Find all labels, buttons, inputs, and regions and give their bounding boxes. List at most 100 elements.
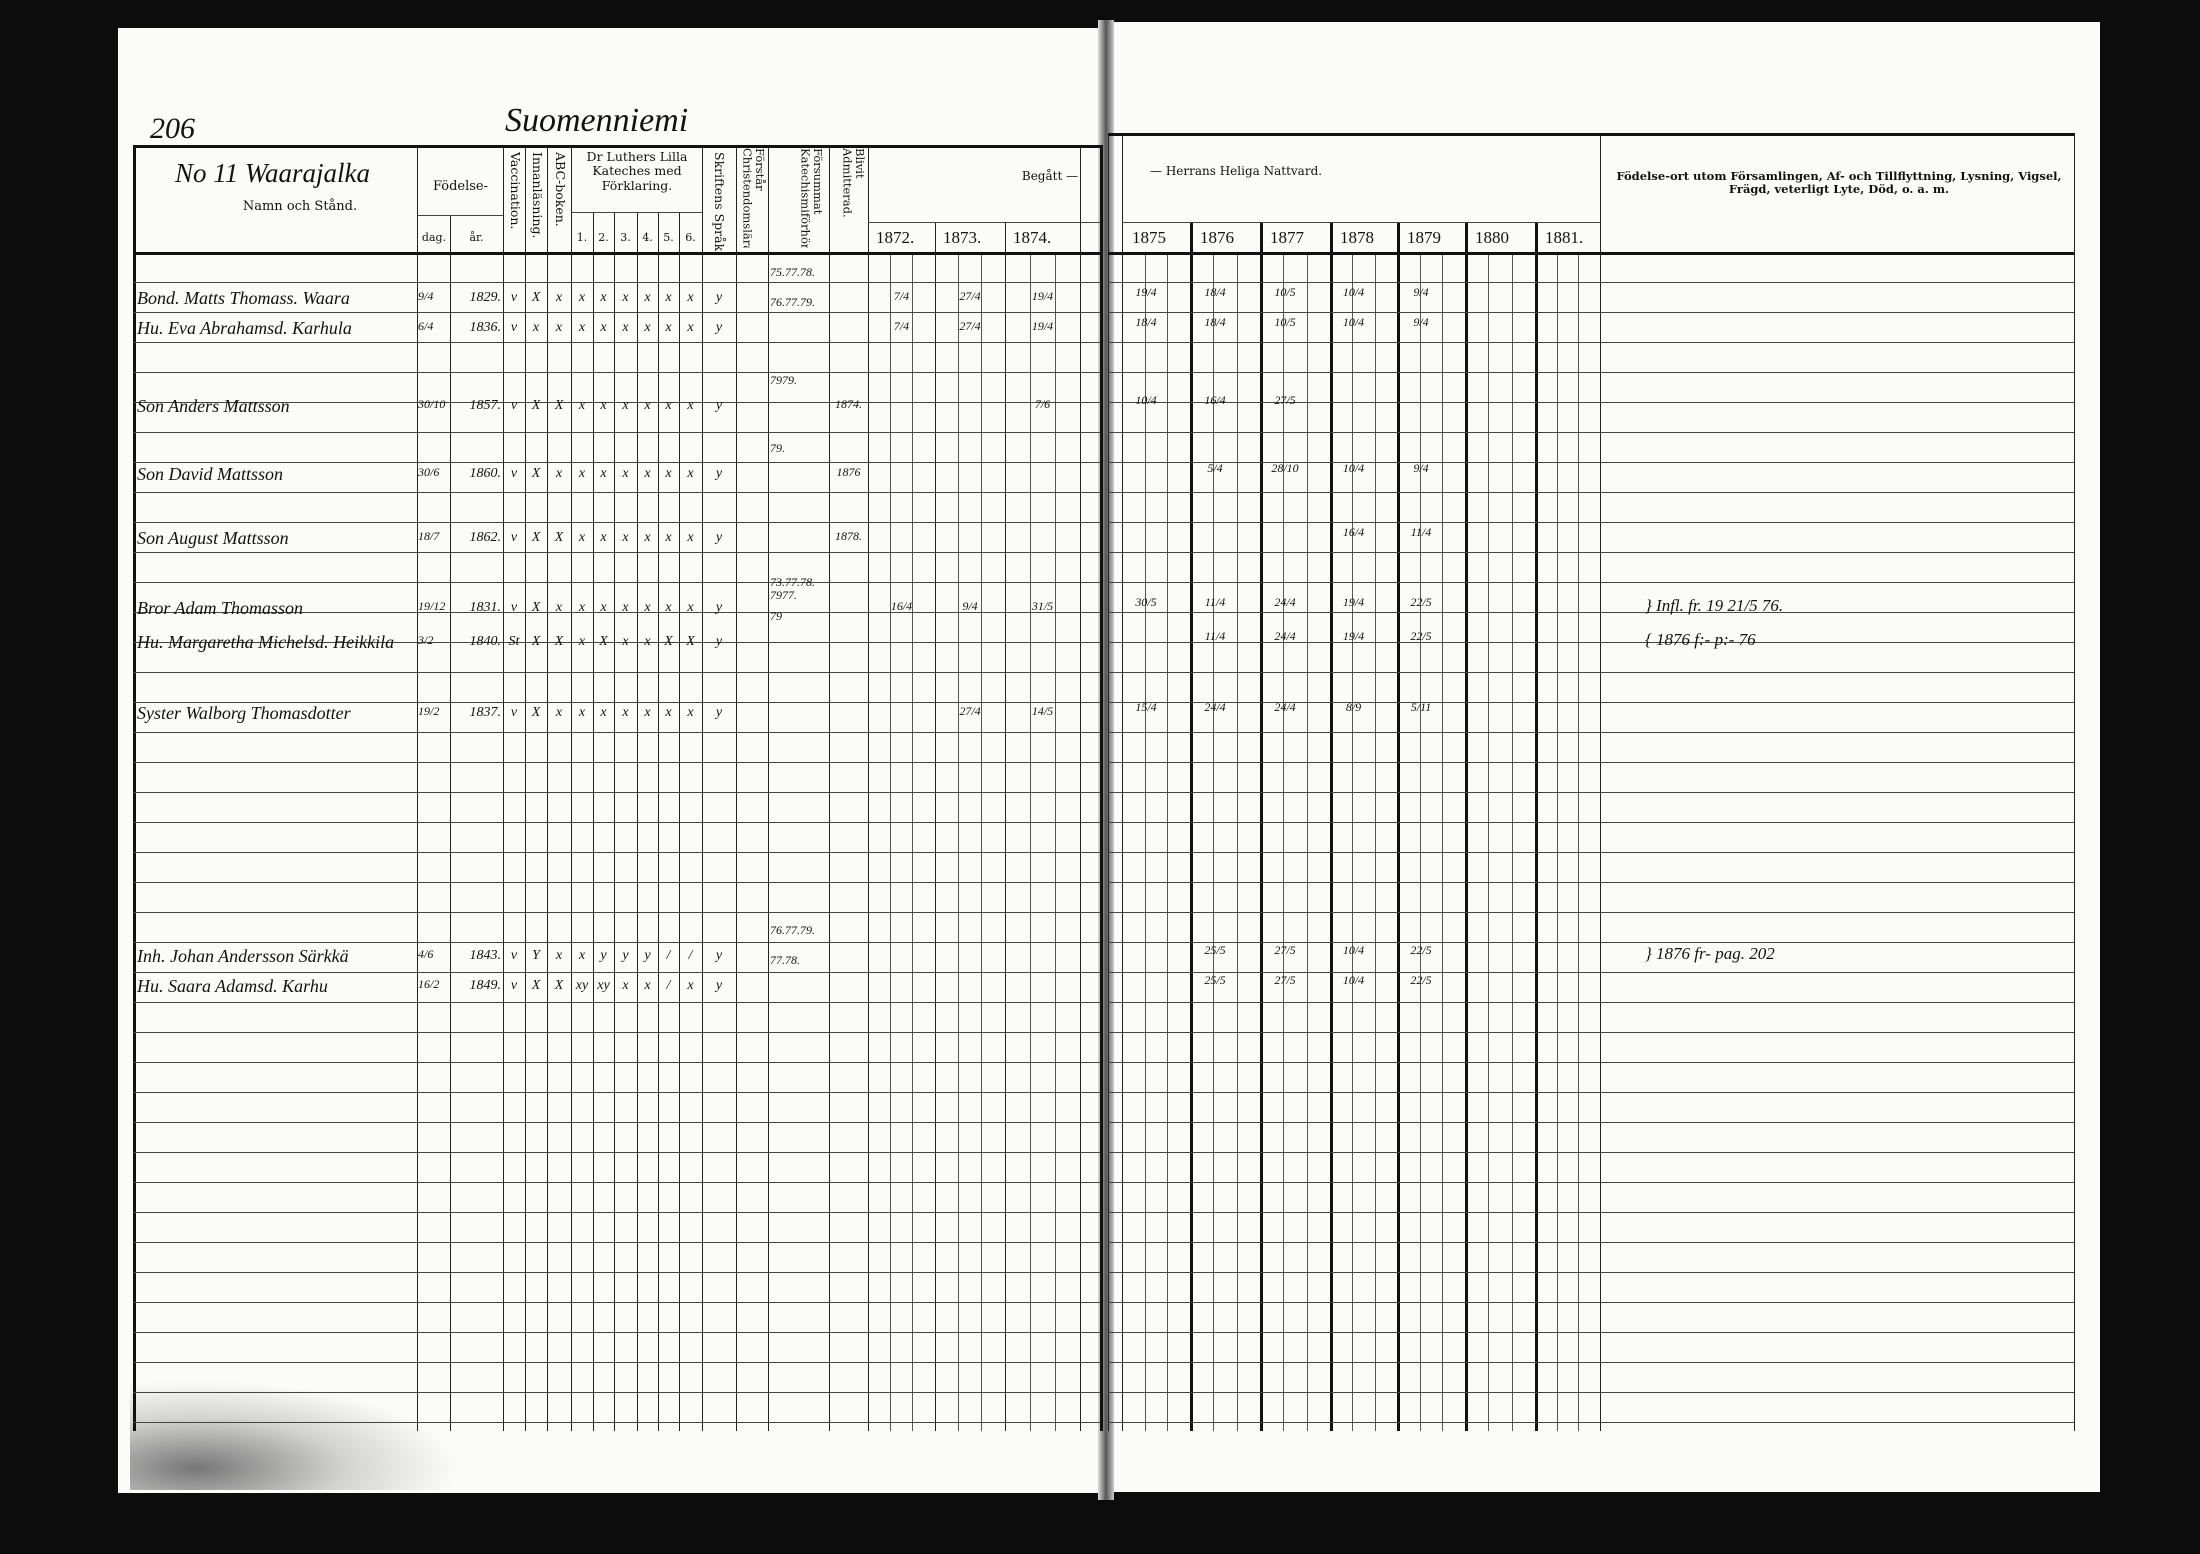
katekes-mark: x xyxy=(578,600,586,615)
communion-date: 28/10 xyxy=(1271,461,1299,475)
missed-hearings: 75.77.78. xyxy=(770,265,815,279)
row-line xyxy=(133,942,1100,943)
row-line xyxy=(1108,732,2074,733)
row-line xyxy=(1108,312,2074,313)
row-line xyxy=(1108,582,2074,583)
column-subline xyxy=(1167,252,1169,1431)
katekes-mark: x xyxy=(644,398,651,413)
communion-date: 22/5 xyxy=(1410,629,1432,643)
row-line xyxy=(1108,792,2074,793)
communion-date: 18/4 xyxy=(1135,315,1157,329)
katekes-mark: x xyxy=(600,398,607,413)
communion-date: 8/9 xyxy=(1345,700,1362,714)
katekes-mark: x xyxy=(578,320,586,335)
row-line xyxy=(1108,1392,2074,1393)
row-line xyxy=(133,1302,1100,1303)
scripture-mark: y xyxy=(715,978,723,993)
communion-date: 9/4 xyxy=(1413,461,1429,475)
row-line xyxy=(133,252,1100,255)
column-line xyxy=(1260,222,1263,1431)
person-name: Son August Mattsson xyxy=(137,528,289,548)
row-line xyxy=(1108,1062,2074,1063)
reading-mark: x xyxy=(532,320,540,335)
birth-year: 1862. xyxy=(469,530,502,545)
row-line xyxy=(133,582,1100,583)
column-subline xyxy=(912,252,913,1431)
katekes-mark: x xyxy=(644,466,651,481)
missed-hearings: 76.77.79. xyxy=(770,923,815,937)
person-name: Hu. Saara Adamsd. Karhu xyxy=(137,976,328,996)
katekes-mark: x xyxy=(600,290,607,305)
scripture-mark: y xyxy=(715,290,723,305)
person-name: Hu. Eva Abrahamsd. Karhula xyxy=(137,318,352,338)
communion-date: 24/4 xyxy=(1204,700,1226,714)
reading-mark: X xyxy=(531,290,541,305)
katekes-mark: x xyxy=(622,705,629,720)
row-line xyxy=(133,792,1100,793)
communion-date: 22/5 xyxy=(1410,973,1432,987)
scripture-mark: y xyxy=(715,398,723,413)
katekes-mark: x xyxy=(644,978,651,993)
column-line xyxy=(935,222,936,1431)
row-line xyxy=(1108,1362,2074,1363)
column-line xyxy=(525,145,526,1431)
birth-day: 18/7 xyxy=(418,529,440,543)
katekes-mark: x xyxy=(687,600,694,615)
communion-date: 18/4 xyxy=(1204,315,1226,329)
birth-year: 1836. xyxy=(469,320,502,335)
katekes-mark: x xyxy=(622,978,629,993)
katekes-mark: x xyxy=(578,705,586,720)
year-nattvard: 1877 xyxy=(1270,228,1304,247)
row-line xyxy=(1108,552,2074,553)
column-line xyxy=(1122,133,1123,1431)
communion-date: 10/4 xyxy=(1342,285,1365,299)
reading-mark: Y xyxy=(532,948,540,963)
katekes-mark: x xyxy=(687,320,694,335)
admitted-year: 1874. xyxy=(835,397,862,411)
year-nattvard: 1876 xyxy=(1200,228,1234,247)
katekes-mark: y xyxy=(622,948,629,963)
row-line xyxy=(1108,1182,2074,1183)
katekes-mark: x xyxy=(622,600,629,615)
person-name: Inh. Johan Andersson Särkkä xyxy=(137,946,349,966)
begatt-split-line xyxy=(868,222,1100,223)
birth-day: 30/6 xyxy=(418,465,440,479)
missed-hearings: 7979. xyxy=(770,373,797,387)
column-subline xyxy=(1030,252,1031,1431)
row-line xyxy=(133,672,1100,673)
column-line xyxy=(1108,133,1109,1431)
year-begatt: 1873. xyxy=(943,228,982,247)
katekes-mark: x xyxy=(600,320,607,335)
column-line xyxy=(1600,133,1601,1431)
communion-date: 18/4 xyxy=(1204,285,1226,299)
column-subline xyxy=(981,252,982,1431)
katekes-mark: x xyxy=(644,290,651,305)
header-top-line xyxy=(1108,133,2074,136)
katekes-mark: x xyxy=(644,530,651,545)
nattvard-split-line xyxy=(1122,222,1600,223)
missed-hearings: 79 xyxy=(770,609,782,623)
header-skriftens: Skriftens Språk. xyxy=(712,152,726,256)
katekes-mark: y xyxy=(644,948,651,963)
column-subline xyxy=(958,252,959,1431)
communion-date: 11/4 xyxy=(1410,525,1432,539)
reading-mark: X xyxy=(531,600,541,615)
column-line xyxy=(1080,145,1081,1431)
communion-date: 10/4 xyxy=(1342,973,1365,987)
missed-hearings: 77.78. xyxy=(770,953,800,967)
column-subline xyxy=(1374,252,1376,1431)
communion-date: 24/4 xyxy=(1274,629,1296,643)
column-line xyxy=(133,145,136,1431)
katekes-mark: x xyxy=(687,398,694,413)
column-subline xyxy=(890,252,891,1431)
column-subline xyxy=(1419,252,1421,1431)
header-name: Namn och Stånd. xyxy=(242,199,358,214)
communion-date: 27/4 xyxy=(959,704,981,718)
birth-day: 30/10 xyxy=(418,397,446,411)
row-line xyxy=(133,882,1100,883)
header-katekes-part: 2. xyxy=(598,231,609,244)
row-line xyxy=(133,1152,1100,1153)
year-nattvard: 1879 xyxy=(1407,228,1441,247)
row-line xyxy=(133,492,1100,493)
year-nattvard: 1875 xyxy=(1132,228,1166,247)
